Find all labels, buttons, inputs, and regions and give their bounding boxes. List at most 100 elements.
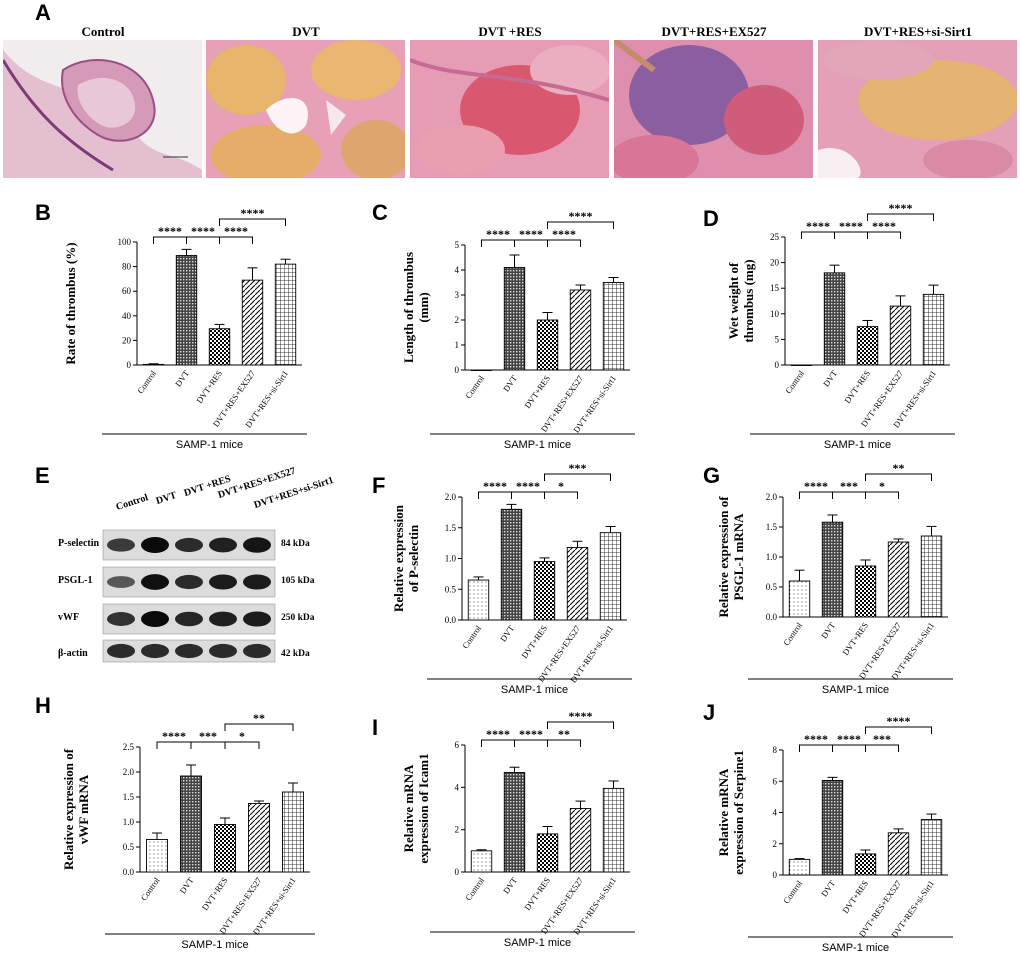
y-axis-label-line: Relative expression of	[716, 496, 731, 618]
bar	[175, 255, 198, 366]
x-tick-label: DVT+RES	[194, 368, 224, 405]
wb-row-label-vwf: vWF	[58, 612, 80, 623]
y-tick-label: 2.0	[123, 767, 135, 777]
y-axis-label-line: Wet weight of	[726, 262, 741, 339]
significance-label: ****	[486, 727, 510, 741]
wb-band	[175, 537, 203, 553]
wb-kda-p-selectin: 84 kDa	[281, 539, 310, 549]
significance-label: ****	[552, 227, 576, 241]
significance-bracket	[481, 239, 515, 247]
bar	[889, 305, 912, 366]
y-tick-label: 4	[773, 808, 778, 818]
significance-bracket	[832, 491, 866, 499]
group-label: SAMP-1 mice	[176, 439, 243, 451]
bar	[470, 369, 493, 371]
significance-label: ***	[873, 732, 891, 746]
x-tick-label: Control	[463, 875, 486, 903]
significance-label: ****	[872, 219, 896, 233]
wb-band	[243, 643, 271, 659]
x-tick-label: DVT	[501, 875, 520, 896]
y-axis-label-line: vWF mRNA	[76, 774, 91, 844]
bar	[920, 535, 943, 618]
significance-bracket	[547, 739, 581, 747]
significance-bracket	[511, 491, 545, 499]
significance-bracket	[801, 231, 835, 239]
y-tick-label: 5	[455, 240, 460, 250]
y-axis-label: Relative expression ofvWF mRNA	[61, 748, 91, 870]
histology-title-dvt-res-sisirt1: DVT+RES+si-Sirt1	[864, 24, 972, 39]
bar	[503, 267, 526, 371]
group-label: SAMP-1 mice	[181, 939, 248, 951]
wb-kda-beta-actin: 42 kDa	[281, 649, 310, 659]
significance-bracket	[547, 721, 614, 729]
y-tick-label: 6	[455, 740, 460, 750]
significance-bracket	[186, 236, 220, 244]
x-tick-label: Control	[135, 368, 158, 396]
significance-label: ****	[837, 732, 861, 746]
bar	[208, 328, 231, 366]
significance-bracket	[865, 744, 899, 752]
group-label: SAMP-1 mice	[504, 439, 571, 451]
y-tick-label: 1.5	[766, 522, 778, 532]
y-axis-label-line: thrombus (mg)	[741, 259, 756, 342]
panel-letter-b: B	[35, 200, 51, 225]
chart-f: 0.0 0.5 1.0 1.5 2.0 Relative expressionof P-s…	[391, 461, 632, 696]
significance-label: ****	[519, 727, 543, 741]
y-tick-label: 15	[770, 283, 780, 293]
significance-bracket	[481, 739, 515, 747]
histology-title-dvt-res-ex527: DVT+RES+EX527	[661, 24, 767, 39]
y-tick-label: 8	[773, 745, 778, 755]
bar	[856, 326, 879, 366]
x-tick-label: Control	[781, 620, 804, 648]
y-tick-label: 4	[455, 782, 460, 792]
y-tick-label: 0	[455, 365, 460, 375]
histology-image-control	[3, 40, 202, 178]
y-tick-label: 1	[455, 340, 460, 350]
group-label: SAMP-1 mice	[822, 684, 889, 696]
bar	[790, 364, 813, 366]
histology-image-dvt	[206, 40, 405, 178]
significance-bracket	[547, 221, 614, 229]
bar	[887, 832, 910, 876]
panel-letter-a: A	[35, 0, 51, 25]
significance-label: ****	[224, 224, 248, 238]
significance-bracket	[156, 741, 192, 749]
significance-bracket	[224, 741, 260, 749]
y-tick-label: 100	[118, 237, 132, 247]
bar	[241, 279, 264, 366]
bar	[922, 293, 945, 366]
bar	[599, 532, 622, 621]
y-axis-label-line: expression of Icam1	[416, 753, 431, 863]
wb-band	[175, 643, 203, 659]
y-tick-label: 20	[122, 335, 132, 345]
bar	[146, 839, 168, 873]
significance-label: ****	[569, 709, 593, 723]
y-tick-label: 0	[455, 867, 460, 877]
x-tick-label: Control	[460, 623, 483, 651]
wb-band	[175, 574, 203, 590]
significance-bracket	[514, 739, 548, 747]
bar	[470, 850, 493, 873]
x-tick-label: DVT+RES	[840, 878, 870, 915]
significance-bracket	[832, 744, 866, 752]
y-tick-label: 0	[127, 360, 132, 370]
panel-letter-f: F	[372, 473, 386, 498]
wb-row-label-psgl1: PSGL-1	[58, 575, 93, 586]
significance-label: ****	[516, 479, 540, 493]
y-axis-label-line: PSGL-1 mRNA	[731, 513, 746, 601]
bar	[854, 853, 877, 876]
significance-label: ****	[804, 732, 828, 746]
significance-bracket	[544, 473, 611, 481]
significance-bracket	[799, 491, 833, 499]
y-tick-label: 2.0	[766, 492, 778, 502]
chart-c: 0 1 2 3 4 5 Length of thrombus(mm) Control DVT DV…	[401, 209, 635, 451]
wb-band	[141, 611, 169, 627]
chart-h: 0.0 0.5 1.0 1.5 2.0 2.5 Relative expression of…	[61, 711, 315, 951]
significance-label: ****	[806, 219, 830, 233]
wb-band	[243, 574, 271, 590]
group-label: SAMP-1 mice	[501, 684, 568, 696]
histology-title-dvt-res: DVT +RES	[478, 24, 542, 39]
western-blot: Control DVT DVT +RES DVT+RES+EX527 DVT+R…	[0, 466, 360, 670]
significance-bracket	[865, 726, 932, 734]
x-tick-label: DVT	[498, 623, 517, 644]
